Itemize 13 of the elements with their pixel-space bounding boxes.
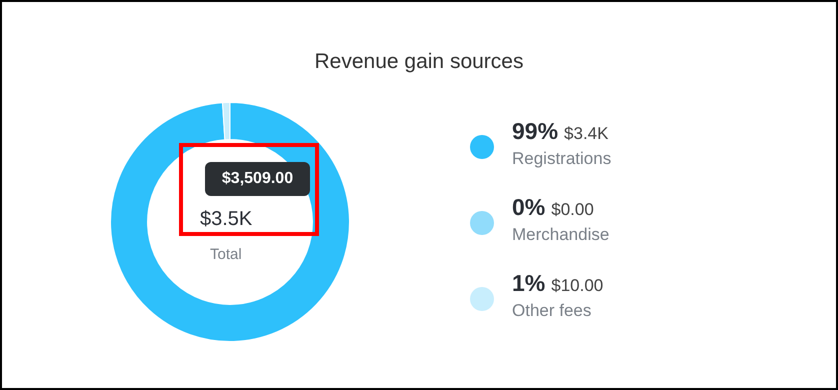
data-label: 1%: [512, 270, 546, 296]
legend-label: Merchandise: [512, 225, 610, 245]
text: $0.00: [551, 200, 594, 219]
text: Total: [210, 246, 242, 263]
data-label: 99%: [512, 118, 558, 144]
legend-label: Registrations: [512, 149, 612, 169]
legend-label: Other fees: [512, 301, 592, 321]
text: $10.00: [551, 276, 604, 295]
text: $3,509.00: [205, 162, 310, 196]
text: $3.5K: [200, 208, 252, 231]
text: $3.4K: [564, 124, 608, 143]
text: 0%: [512, 194, 546, 220]
chart-title: Revenue gain sources: [314, 50, 524, 74]
